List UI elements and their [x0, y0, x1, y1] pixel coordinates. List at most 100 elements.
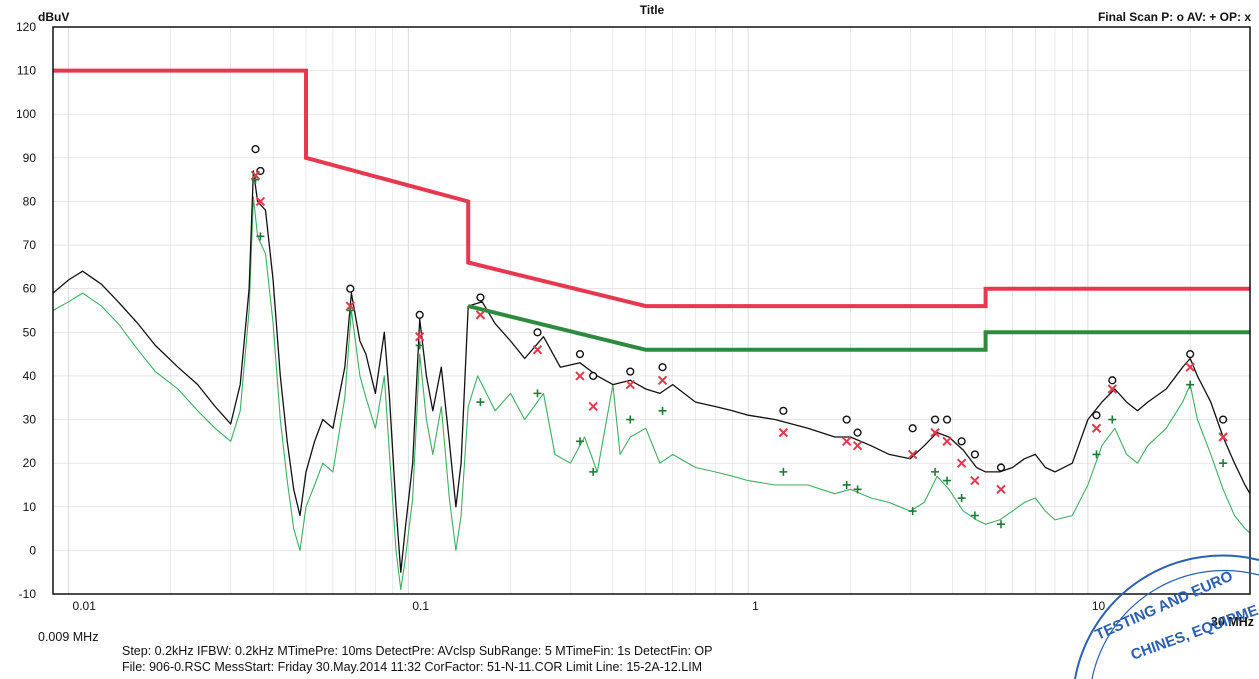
y-tick-label: 90	[23, 151, 37, 165]
y-tick-label: 70	[23, 238, 37, 252]
peak-marker-o	[1218, 415, 1228, 424]
peak-marker-o	[779, 406, 788, 415]
qp-marker-x	[588, 401, 598, 412]
peak-marker-o	[996, 463, 1006, 472]
final-scan-legend: Final Scan P: o AV: + OP: x	[1098, 10, 1251, 24]
qp-marker-x	[996, 484, 1006, 495]
average-marker-plus	[256, 232, 265, 241]
qp-marker-x	[852, 441, 863, 451]
peak-marker-o	[1186, 350, 1195, 359]
peak-marker-o	[908, 424, 917, 433]
average-marker-plus	[415, 341, 424, 350]
qp-marker-x	[1107, 384, 1118, 394]
end-frequency-label: 30 MHz	[1211, 615, 1254, 629]
x-tick-label: 10	[1092, 599, 1106, 613]
average-marker-plus	[251, 175, 260, 184]
average-marker-plus	[943, 476, 952, 485]
qp-marker-x	[942, 436, 952, 447]
x-tick-label: 1	[752, 599, 759, 613]
qp-marker-x	[575, 371, 585, 381]
qp-marker-x	[841, 436, 852, 447]
qp-marker-x	[907, 449, 918, 460]
average-marker-plus	[908, 507, 917, 516]
y-tick-label: 0	[29, 543, 36, 557]
average-marker-plus	[957, 494, 966, 503]
average-marker-plus	[970, 511, 979, 520]
peak-marker-o	[533, 328, 542, 337]
average-marker-plus	[853, 485, 862, 494]
qp-marker-x	[970, 475, 980, 486]
y-tick-label: 110	[17, 64, 36, 78]
average-marker-plus	[779, 467, 788, 476]
final-scan-markers	[250, 145, 1228, 529]
limit-lines	[53, 68, 1250, 352]
average-marker-plus	[658, 406, 667, 415]
y-tick-label: -10	[19, 587, 37, 601]
x-tick-label: 0.1	[412, 599, 429, 613]
average-marker-plus	[842, 480, 851, 489]
y-tick-label: 100	[16, 107, 36, 121]
plot-frame	[52, 26, 1251, 595]
start-frequency-label: 0.009 MHz	[38, 630, 98, 644]
qp-marker-x	[250, 170, 261, 180]
limit-line-green	[467, 304, 1250, 352]
average-marker-plus	[1092, 450, 1101, 459]
y-tick-label: 60	[23, 282, 37, 296]
peak-marker-o	[251, 145, 260, 154]
average-marker-plus	[1108, 415, 1117, 424]
y-tick-label: 10	[23, 500, 37, 514]
peak-marker-o	[626, 367, 635, 376]
chart-title: Title	[640, 3, 665, 17]
qp-marker-x	[1185, 362, 1195, 372]
qp-marker-x	[657, 375, 668, 385]
peak-marker-o	[930, 415, 940, 424]
y-tick-label: 40	[23, 369, 37, 383]
y-tick-label: 80	[23, 194, 37, 208]
average-marker-plus	[1186, 380, 1195, 389]
qp-marker-x	[414, 331, 425, 342]
average-marker-plus	[997, 520, 1005, 529]
peak-marker-o	[1092, 411, 1101, 420]
peak-marker-o	[957, 437, 966, 446]
average-marker-plus	[575, 437, 584, 446]
qp-marker-x	[532, 345, 543, 355]
qp-marker-x	[778, 427, 789, 438]
peak-marker-o	[942, 415, 952, 424]
y-tick-label: 20	[23, 456, 37, 470]
file-info-line: File: 906-0.RSC MessStart: Friday 30.May…	[122, 660, 702, 674]
qp-marker-x	[255, 196, 266, 207]
scan-settings-line: Step: 0.2kHz IFBW: 0.2kHz MTimePre: 10ms…	[122, 644, 712, 658]
average-marker-plus	[589, 467, 598, 476]
qp-marker-x	[1218, 432, 1228, 442]
x-axis: 0.01 0.1 1 10	[73, 599, 1106, 613]
qp-marker-x	[345, 301, 356, 311]
peak-marker-o	[853, 428, 862, 437]
peak-marker-o	[589, 371, 598, 381]
y-tick-label: 50	[23, 325, 37, 339]
y-unit-label: dBuV	[38, 10, 69, 24]
peak-marker-o	[1108, 376, 1117, 385]
series-line-average	[52, 196, 1251, 591]
y-axis: -10 0 10 20 30 40 50 60 70 80 90 100 110 120	[16, 20, 36, 601]
average-marker-plus	[931, 467, 940, 476]
peak-marker-o	[575, 350, 585, 359]
average-marker-plus	[1219, 459, 1228, 468]
y-tick-label: 30	[23, 413, 37, 427]
qp-marker-x	[475, 310, 486, 320]
peak-marker-o	[415, 310, 424, 319]
qp-marker-x	[1091, 423, 1102, 433]
peak-marker-o	[970, 450, 979, 459]
average-marker-plus	[626, 415, 635, 424]
peak-marker-o	[842, 415, 851, 424]
peak-marker-o	[346, 284, 355, 293]
qp-marker-x	[930, 427, 940, 438]
average-marker-plus	[476, 398, 485, 407]
y-tick-label: 120	[16, 20, 36, 34]
x-tick-label: 0.01	[73, 599, 97, 613]
peak-marker-o	[476, 293, 485, 302]
limit-line-red	[53, 68, 1250, 309]
qp-marker-x	[956, 458, 967, 468]
peak-marker-o	[658, 363, 667, 372]
average-marker-plus	[533, 389, 542, 398]
